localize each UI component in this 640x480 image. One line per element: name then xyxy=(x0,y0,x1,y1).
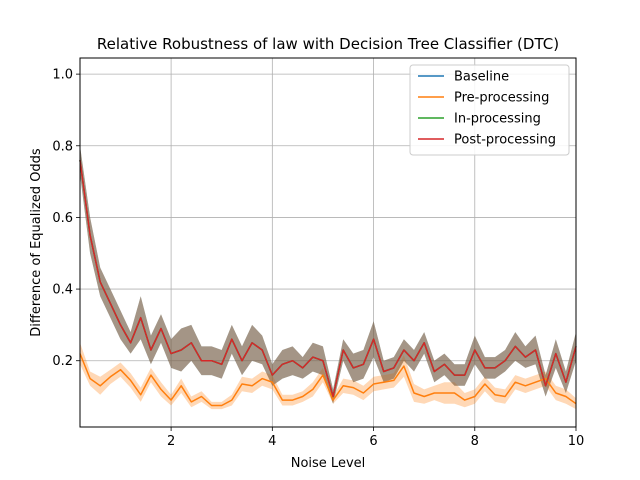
y-tick-label: 0.4 xyxy=(52,283,73,298)
legend-box xyxy=(409,64,570,156)
legend: Baseline Pre-processing In-processing Post-… xyxy=(409,64,570,156)
legend-label: In-processing xyxy=(454,112,541,127)
x-tick-label: 8 xyxy=(471,434,479,449)
ticks: 2 4 6 8 10 0.2 0.4 0.6 0.8 1.0 xyxy=(52,68,584,449)
legend-label: Pre-processing xyxy=(454,91,549,106)
legend-label: Post-processing xyxy=(454,133,556,148)
x-tick-label: 6 xyxy=(369,434,377,449)
legend-label: Baseline xyxy=(454,70,509,85)
y-tick-label: 0.8 xyxy=(52,139,73,154)
x-axis-label: Noise Level xyxy=(291,456,366,471)
x-tick-label: 10 xyxy=(568,434,585,449)
chart-title: Relative Robustness of law with Decision… xyxy=(97,35,559,53)
line-pre-processing xyxy=(79,353,577,407)
x-tick-label: 4 xyxy=(268,434,276,449)
y-tick-label: 0.2 xyxy=(52,354,73,369)
line-post-processing xyxy=(79,160,577,398)
x-tick-label: 2 xyxy=(167,434,175,449)
y-axis-label: Difference of Equalized Odds xyxy=(29,148,44,337)
axes-frame xyxy=(79,57,577,428)
y-tick-label: 1.0 xyxy=(52,68,73,83)
series-lines xyxy=(79,160,577,407)
y-tick-label: 0.6 xyxy=(52,211,73,226)
